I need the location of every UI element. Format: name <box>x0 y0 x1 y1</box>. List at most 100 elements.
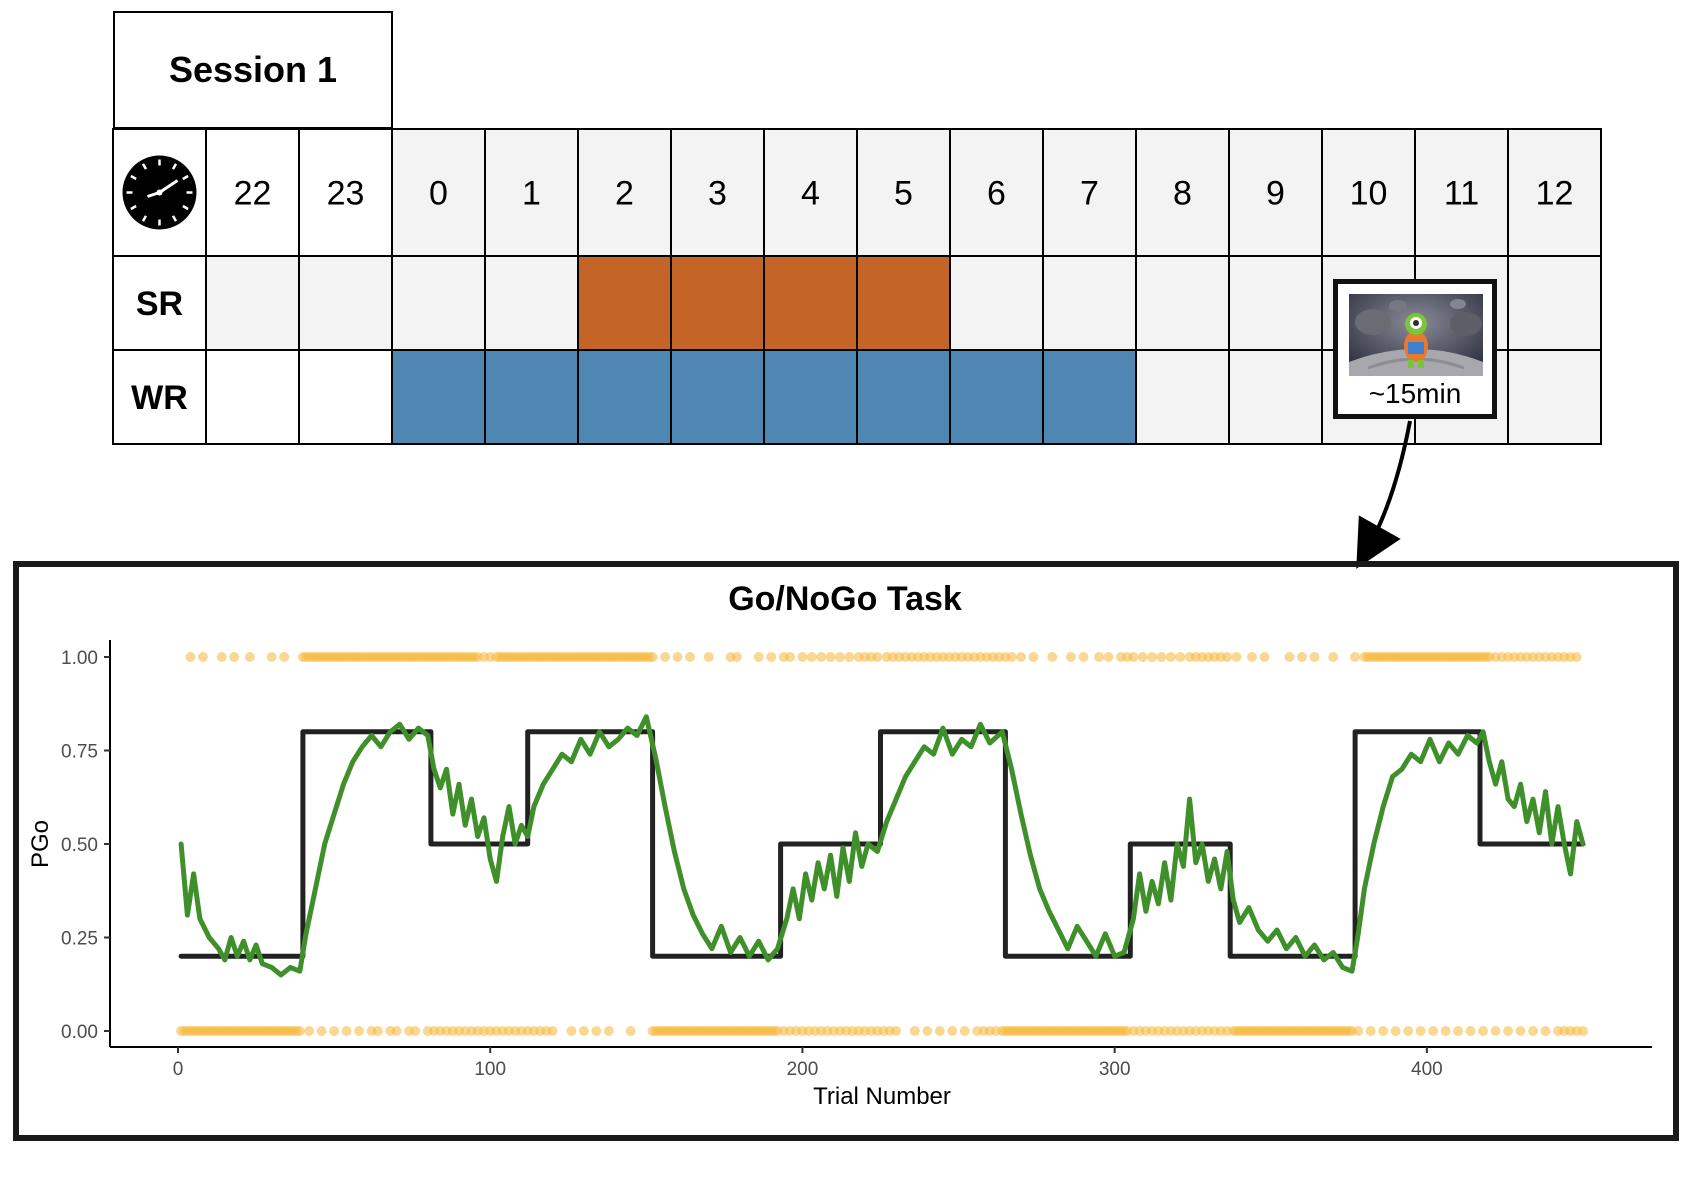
schedule-cell <box>1507 255 1602 351</box>
session-title: Session 1 <box>113 11 393 129</box>
alien-game-icon <box>1349 294 1483 376</box>
go-response-point <box>244 652 255 662</box>
chart-frame <box>13 561 1679 1141</box>
nogo-response-point <box>1540 1026 1551 1036</box>
nogo-response-point <box>1515 1026 1526 1036</box>
nogo-response-point <box>1353 1026 1364 1036</box>
go-response-point <box>703 652 714 662</box>
y-tick-label: 0.50 <box>61 835 98 856</box>
hour-cell <box>298 128 393 257</box>
go-response-point <box>825 652 836 662</box>
x-tick-label: 200 <box>787 1059 819 1080</box>
hour-cell <box>1414 128 1509 257</box>
schedule-cell <box>670 349 765 445</box>
hour-cell <box>856 128 951 257</box>
schedule-cell <box>1135 349 1230 445</box>
true-probability-step-line <box>178 729 1586 959</box>
nogo-response-point <box>566 1026 577 1036</box>
go-response-point <box>731 652 742 662</box>
nogo-response-point <box>934 1026 945 1036</box>
y-tick-label: 1.00 <box>61 648 98 669</box>
hour-cell <box>1321 128 1416 257</box>
go-response-point <box>1328 652 1339 662</box>
go-response-point <box>844 652 855 662</box>
nogo-response-point <box>1503 1026 1514 1036</box>
clock-icon <box>122 155 197 230</box>
go-response-point <box>1165 652 1176 662</box>
schedule-cell <box>856 349 951 445</box>
go-response-point <box>685 652 696 662</box>
go-response-point <box>1350 652 1361 662</box>
go-response-point <box>1175 652 1186 662</box>
nogo-response-point <box>341 1026 352 1036</box>
go-response-point <box>766 652 777 662</box>
schedule-cell <box>205 349 300 445</box>
nogo-response-point <box>547 1026 558 1036</box>
nogo-response-point <box>391 1026 402 1036</box>
nogo-response-point <box>1428 1026 1439 1036</box>
go-response-point <box>1309 652 1320 662</box>
schedule-cell <box>763 255 858 351</box>
go-response-point <box>816 652 827 662</box>
nogo-response-point <box>1415 1026 1426 1036</box>
go-response-point <box>784 652 795 662</box>
hour-label: 12 <box>1536 175 1574 213</box>
go-response-point <box>1103 652 1114 662</box>
nogo-response-point <box>1440 1026 1451 1036</box>
schedule-cell <box>949 255 1044 351</box>
y-axis-label: PGo <box>27 820 54 868</box>
go-response-point <box>872 652 883 662</box>
x-tick-label: 0 <box>173 1059 184 1080</box>
nogo-response-point <box>294 1026 305 1036</box>
go-response-point <box>660 652 671 662</box>
nogo-response-point <box>1528 1026 1539 1036</box>
nogo-response-point <box>1465 1026 1476 1036</box>
row-label-wr: WR <box>131 379 188 417</box>
go-response-point <box>1284 652 1295 662</box>
go-response-point <box>279 652 290 662</box>
x-tick-label: 100 <box>474 1059 506 1080</box>
schedule-cell <box>484 349 579 445</box>
go-response-point <box>229 652 240 662</box>
go-response-point <box>1259 652 1270 662</box>
nogo-response-point <box>922 1026 933 1036</box>
schedule-cell <box>1042 349 1137 445</box>
hour-label: 3 <box>708 175 727 213</box>
nogo-response-point <box>1378 1026 1389 1036</box>
schedule-cell <box>1042 255 1137 351</box>
nogo-response-point <box>410 1026 421 1036</box>
go-response-point <box>1078 652 1089 662</box>
go-response-point <box>647 652 658 662</box>
nogo-response-point <box>909 1026 920 1036</box>
hour-label: 2 <box>615 175 634 213</box>
go-response-point <box>1094 652 1105 662</box>
go-response-point <box>1147 652 1158 662</box>
nogo-response-point <box>603 1026 614 1036</box>
nogo-response-point <box>372 1026 383 1036</box>
go-response-point <box>672 652 683 662</box>
nogo-response-point <box>625 1026 636 1036</box>
task-duration: ~15min <box>1368 378 1462 409</box>
hour-label: 22 <box>234 175 272 213</box>
hour-cell <box>1507 128 1602 257</box>
schedule-cell <box>391 349 486 445</box>
hour-label: 5 <box>894 175 913 213</box>
go-response-point <box>1016 652 1026 662</box>
nogo-response-point <box>329 1026 340 1036</box>
y-tick-label: 0.00 <box>61 1022 98 1043</box>
go-response-point <box>216 652 227 662</box>
hour-label: 9 <box>1266 175 1285 213</box>
go-response-point <box>753 652 764 662</box>
estimated-probability-line <box>178 714 1586 978</box>
chart-title: Go/NoGo Task <box>728 580 962 618</box>
hour-label: 23 <box>327 175 365 213</box>
go-response-point <box>185 652 196 662</box>
go-response-point <box>834 652 845 662</box>
go-response-point <box>1231 652 1242 662</box>
go-response-point <box>1222 652 1233 662</box>
schedule-cell <box>1228 349 1323 445</box>
y-tick-label: 0.25 <box>61 929 98 950</box>
row-label-cell <box>112 349 207 445</box>
